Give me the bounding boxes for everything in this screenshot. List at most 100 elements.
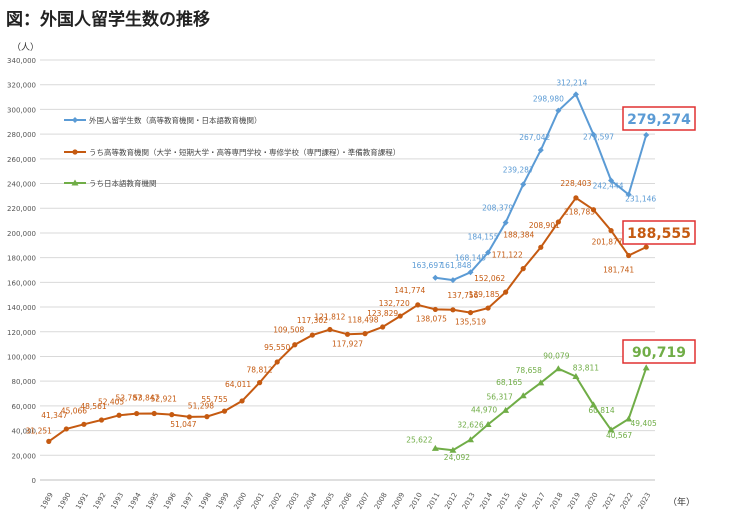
data-point	[151, 410, 157, 417]
x-tick-label: 1996	[162, 491, 178, 511]
y-tick-label: 140,000	[7, 304, 36, 312]
data-point	[204, 414, 210, 420]
x-tick-label: 2003	[285, 491, 301, 510]
x-tick-label: 1999	[215, 491, 231, 510]
x-tick-label: 2015	[496, 491, 512, 510]
data-label: 239,287	[503, 165, 534, 174]
data-point	[555, 219, 561, 225]
legend-label: うち高等教育機関（大学・短期大学・高等専門学校・専修学校（専門課程）・準備教育課…	[89, 147, 400, 157]
data-point	[555, 107, 562, 114]
x-tick-label: 2018	[549, 491, 565, 510]
y-tick-label: 340,000	[7, 57, 36, 65]
data-point	[432, 274, 439, 281]
data-label: 44,970	[471, 405, 497, 414]
x-tick-label: 1991	[74, 491, 90, 510]
highlight-value: 188,555	[627, 226, 691, 242]
data-point	[537, 147, 544, 154]
data-label: 55,755	[201, 395, 227, 404]
chart-title: 図：外国人留学生数の推移	[6, 10, 210, 30]
data-label: 201,877	[592, 238, 623, 247]
highlight-box	[622, 339, 696, 364]
data-point	[625, 191, 632, 198]
data-point	[625, 415, 633, 422]
x-tick-label: 2020	[584, 491, 600, 510]
data-label: 231,146	[625, 194, 656, 203]
data-point	[274, 359, 280, 365]
data-point	[449, 277, 456, 284]
x-tick-label: 2011	[426, 491, 442, 510]
data-label: 40,567	[606, 431, 632, 440]
x-tick-label: 2004	[303, 491, 319, 511]
data-label: 168,145	[455, 253, 486, 262]
x-tick-label: 2019	[566, 491, 582, 510]
y-tick-label: 320,000	[7, 82, 36, 90]
y-tick-label: 200,000	[7, 230, 36, 238]
x-tick-label: 1995	[145, 491, 161, 510]
x-tick-label: 1998	[197, 491, 213, 510]
data-label: 137,756	[447, 291, 478, 300]
highlight-box	[622, 106, 696, 131]
data-point	[520, 181, 527, 188]
data-label: 228,403	[560, 179, 591, 188]
data-point	[485, 305, 491, 311]
y-tick-label: 220,000	[7, 205, 36, 213]
data-point	[134, 410, 140, 417]
x-tick-label: 2009	[391, 491, 407, 510]
x-tick-label: 2012	[443, 491, 459, 510]
x-tick-label: 1997	[180, 491, 196, 510]
data-label: 132,720	[379, 299, 410, 308]
data-label: 152,062	[474, 274, 505, 283]
y-tick-label: 0	[32, 477, 36, 485]
data-point	[309, 332, 315, 338]
data-label: 78,658	[516, 366, 542, 375]
data-label: 25,622	[406, 435, 432, 444]
data-label: 298,980	[533, 95, 564, 104]
x-tick-label: 2007	[355, 491, 371, 510]
data-point	[502, 406, 510, 413]
data-label: 188,384	[503, 230, 534, 239]
y-axis-label: （人）	[12, 42, 39, 53]
data-label: 83,811	[573, 363, 599, 372]
x-tick-label: 1994	[127, 491, 143, 511]
data-label: 48,561	[80, 402, 106, 411]
y-tick-label: 240,000	[7, 181, 36, 189]
data-point	[519, 392, 527, 399]
y-tick-label: 80,000	[12, 378, 37, 386]
y-tick-label: 60,000	[12, 403, 37, 411]
data-point	[327, 326, 333, 333]
x-tick-label: 2021	[601, 491, 617, 510]
data-point	[467, 309, 474, 316]
x-tick-label: 1990	[57, 491, 73, 510]
data-point	[643, 244, 649, 250]
data-point	[626, 252, 632, 259]
data-label: 123,829	[367, 309, 398, 318]
data-label: 267,042	[519, 133, 550, 142]
data-label: 53,787	[116, 394, 142, 403]
x-tick-label: 2002	[268, 491, 284, 510]
highlight-value: 279,274	[627, 112, 691, 128]
data-point	[643, 132, 650, 139]
data-label: 24,092	[444, 453, 470, 462]
data-point	[450, 307, 456, 313]
data-point	[608, 228, 614, 234]
data-point	[257, 380, 263, 386]
x-tick-label: 2005	[320, 491, 336, 510]
x-tick-label: 1992	[92, 491, 108, 510]
data-point	[397, 313, 403, 319]
data-label: 60,814	[588, 406, 614, 415]
data-label: 45,066	[61, 406, 87, 415]
x-tick-label: 2001	[250, 491, 266, 510]
data-label: 117,927	[332, 339, 363, 348]
data-label: 161,848	[440, 261, 471, 270]
x-axis-label: （年）	[668, 496, 695, 508]
data-label: 184,155	[468, 233, 499, 242]
data-point	[590, 131, 597, 138]
y-tick-label: 160,000	[7, 279, 36, 287]
x-tick-label: 2013	[461, 491, 477, 510]
data-label: 31,251	[26, 426, 52, 435]
data-point	[449, 446, 457, 453]
data-point	[63, 426, 69, 432]
highlight-box	[622, 220, 696, 245]
data-label: 52,921	[151, 395, 177, 404]
